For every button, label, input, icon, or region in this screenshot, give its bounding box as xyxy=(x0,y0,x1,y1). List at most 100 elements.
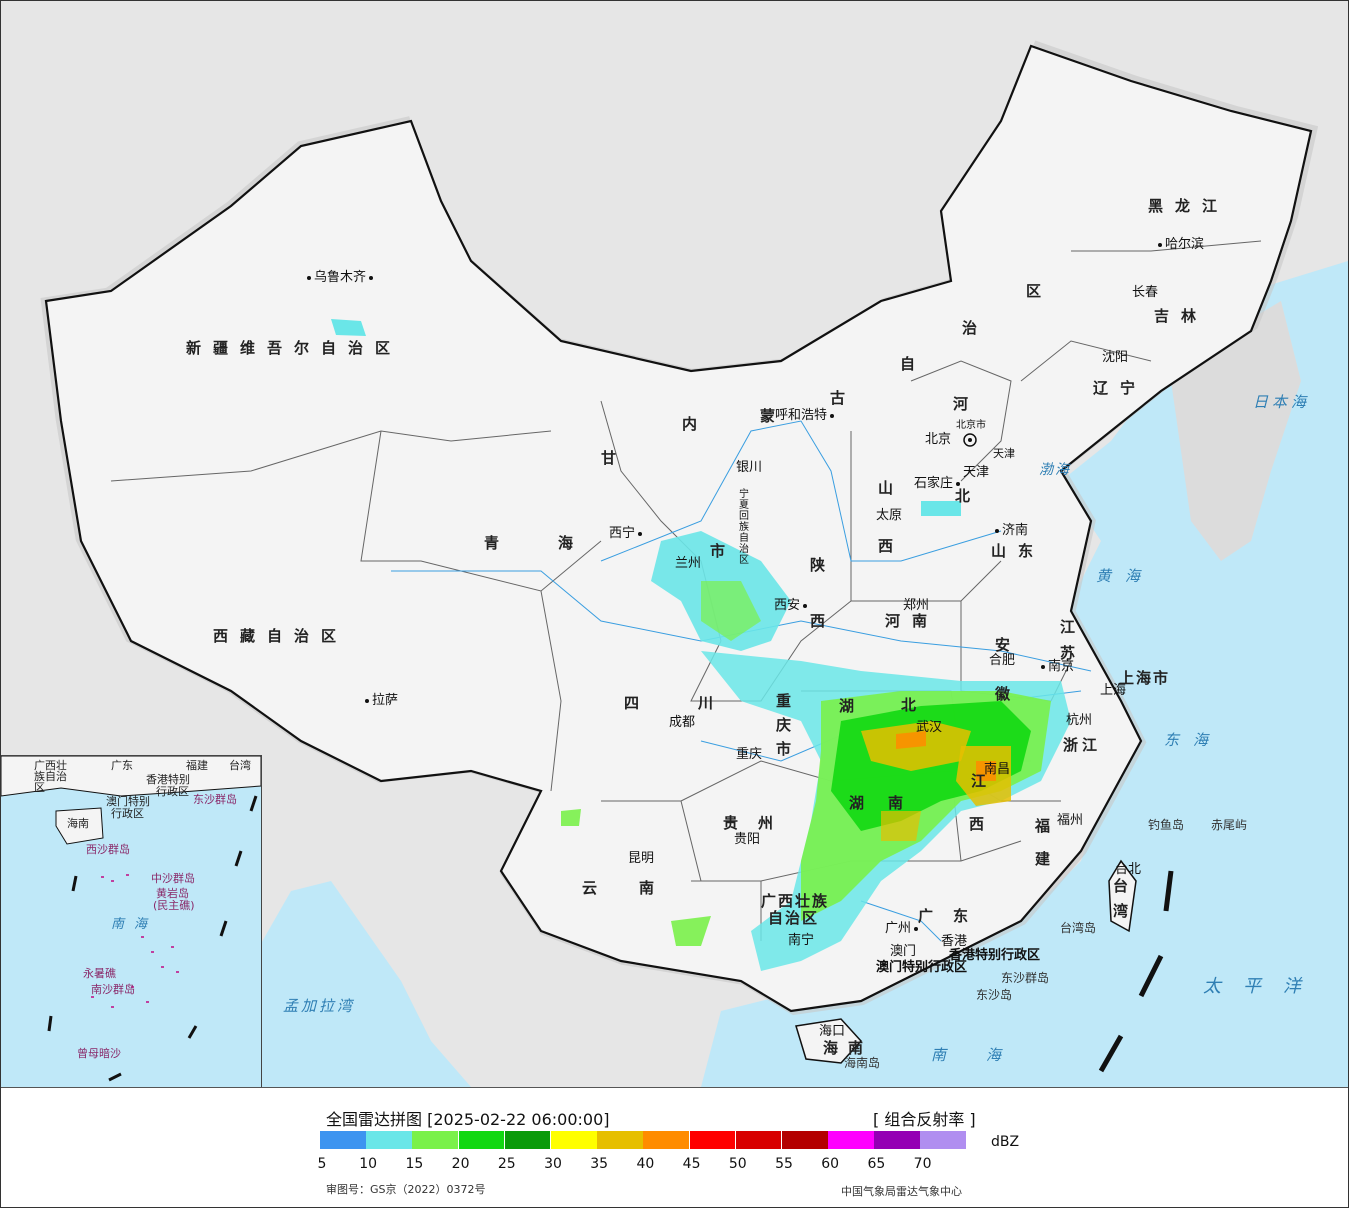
province-neimenggu-2: 蒙 xyxy=(760,407,788,425)
legend-swatch xyxy=(920,1131,967,1149)
province-hubei-2: 北 xyxy=(901,696,929,714)
city-lanzhou[interactable]: 兰州 xyxy=(675,556,702,571)
city-nanjing[interactable]: 南京 xyxy=(1041,660,1074,673)
city-chongqing[interactable]: 重庆 xyxy=(736,747,763,762)
province-hainan-2: 南 xyxy=(848,1039,876,1057)
legend-tick-label: 70 xyxy=(913,1156,932,1172)
province-shandong: 山东 xyxy=(991,542,1046,560)
sea-donghai: 东海 xyxy=(1164,731,1223,749)
sea-nanhai: 南海 xyxy=(931,1046,1042,1064)
radar-map[interactable]: 新疆维吾尔自治区 西藏自治区 青 海 甘 市 内 蒙 古 自 治 区 黑龙江 吉… xyxy=(1,1,1348,1088)
city-hangzhou[interactable]: 杭州 xyxy=(1066,713,1093,728)
province-shanxi-2: 西 xyxy=(878,537,906,555)
inset-taiwan: 台湾 xyxy=(229,759,251,772)
city-chengdu[interactable]: 成都 xyxy=(669,715,696,730)
province-anhui-2: 徽 xyxy=(995,685,1023,703)
legend-tick-label: 35 xyxy=(590,1156,609,1172)
province-taiwan-1: 台 xyxy=(1113,877,1141,895)
province-shanghai: 上海市 xyxy=(1119,669,1171,687)
city-taiyuan[interactable]: 太原 xyxy=(876,508,903,523)
province-hubei-1: 湖 xyxy=(839,697,867,715)
city-aomen[interactable]: 澳门 xyxy=(890,944,917,959)
city-guangzhou[interactable]: 广州 xyxy=(885,922,918,935)
province-xinjiang: 新疆维吾尔自治区 xyxy=(186,339,403,357)
sea-huanghai: 黄海 xyxy=(1096,567,1155,585)
city-xianggang[interactable]: 香港 xyxy=(941,934,968,949)
legend-tick-label: 45 xyxy=(682,1156,701,1172)
province-sichuan-2: 川 xyxy=(698,694,726,712)
island-dongsha-qundao: 东沙群岛 xyxy=(1001,971,1050,985)
island-diaoyu: 钓鱼岛 xyxy=(1148,818,1185,832)
city-guiyang[interactable]: 贵阳 xyxy=(734,832,761,847)
province-hebei-1: 河 xyxy=(953,395,981,413)
province-hunan-2: 南 xyxy=(888,794,916,812)
legend-swatch xyxy=(550,1131,597,1149)
city-xian[interactable]: 西安 xyxy=(774,599,807,612)
city-kunming[interactable]: 昆明 xyxy=(628,851,655,866)
city-shenyang[interactable]: 沈阳 xyxy=(1102,350,1129,365)
sea-riben: 日本海 xyxy=(1253,393,1311,411)
city-xining[interactable]: 西宁 xyxy=(609,527,642,540)
city-hefei[interactable]: 合肥 xyxy=(989,653,1016,668)
city-urumqi[interactable]: 乌鲁木齐 xyxy=(307,271,373,284)
province-guangdong: 广东 xyxy=(918,907,989,925)
province-liaoning: 辽宁 xyxy=(1093,379,1148,397)
city-haikou[interactable]: 海口 xyxy=(819,1024,846,1039)
province-chongqing-1: 重 xyxy=(776,692,804,710)
province-qinghai-1: 青 xyxy=(484,534,512,552)
legend-swatch xyxy=(643,1131,689,1149)
hainan-island xyxy=(795,1018,863,1064)
city-shijiazhuang[interactable]: 石家庄 xyxy=(914,477,960,490)
province-neimenggu-5: 治 xyxy=(962,319,990,337)
city-beijing[interactable]: 北京 xyxy=(925,432,952,447)
legend-tick-label: 25 xyxy=(497,1156,516,1172)
city-wuhan[interactable]: 武汉 xyxy=(916,720,943,735)
legend-tick-label: 40 xyxy=(636,1156,655,1172)
legend-swatch xyxy=(735,1131,782,1149)
city-zhengzhou[interactable]: 郑州 xyxy=(903,598,930,613)
island-taiwan-dao: 台湾岛 xyxy=(1060,921,1097,935)
inset-hainan: 海南 xyxy=(67,817,89,830)
legend-tick-label: 15 xyxy=(405,1156,424,1172)
city-harbin[interactable]: 哈尔滨 xyxy=(1158,238,1204,251)
city-yinchuan[interactable]: 银川 xyxy=(736,460,763,475)
province-neimenggu-6: 区 xyxy=(1026,282,1054,300)
city-lhasa[interactable]: 拉萨 xyxy=(365,694,398,707)
province-chongqing-2: 庆 xyxy=(776,716,804,734)
legend-panel: 全国雷达拼图 [2025-02-22 06:00:00] [ 组合反射率 ] 5… xyxy=(1,1088,1348,1207)
legend-swatch xyxy=(412,1131,459,1149)
province-hainan-1: 海 xyxy=(823,1039,851,1057)
province-guangxi-1: 广西壮族 xyxy=(761,892,830,910)
legend-tick-label: 20 xyxy=(451,1156,470,1172)
province-gansu-shi: 市 xyxy=(710,542,738,560)
city-taibei[interactable]: 台北 xyxy=(1115,862,1142,877)
province-shaanxi-2: 西 xyxy=(810,612,838,630)
province-fujian-2: 建 xyxy=(1035,850,1063,868)
legend-swatch xyxy=(320,1131,366,1149)
city-changchun[interactable]: 长春 xyxy=(1132,285,1159,300)
city-jinan[interactable]: 济南 xyxy=(995,524,1028,537)
legend-tick-label: 5 xyxy=(317,1156,327,1172)
inset-canvas xyxy=(1,756,261,1082)
city-shanghai[interactable]: 上海 xyxy=(1100,683,1127,698)
legend-swatch xyxy=(689,1131,736,1149)
city-fuzhou[interactable]: 福州 xyxy=(1057,813,1084,828)
city-hohhot[interactable]: 呼和浩特 xyxy=(775,409,834,422)
city-nanning[interactable]: 南宁 xyxy=(788,933,815,948)
legend-color-bar xyxy=(320,1131,967,1149)
province-chongqing-3: 市 xyxy=(776,740,804,758)
inset-zengmu: 曾母暗沙 xyxy=(77,1047,121,1060)
province-hebei-2: 北 xyxy=(955,487,983,505)
inset-fujian: 福建 xyxy=(186,759,208,772)
province-xizang: 西藏自治区 xyxy=(213,627,349,645)
inset-huangyan-1: 黄岩岛 xyxy=(156,887,189,900)
city-tianjin[interactable]: 天津 xyxy=(963,465,990,480)
taiwan-island xyxy=(1108,859,1137,933)
province-jilin: 吉林 xyxy=(1154,307,1209,325)
province-guangxi-2: 自治区 xyxy=(768,909,820,927)
province-hunan-1: 湖 xyxy=(849,794,877,812)
legend-swatch xyxy=(828,1131,874,1149)
city-nanchang[interactable]: 南昌 xyxy=(984,762,1011,777)
island-chiwei: 赤尾屿 xyxy=(1211,818,1248,832)
